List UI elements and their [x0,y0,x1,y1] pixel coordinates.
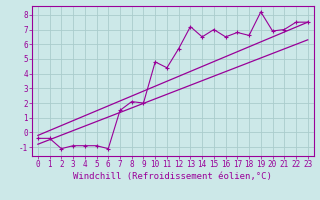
X-axis label: Windchill (Refroidissement éolien,°C): Windchill (Refroidissement éolien,°C) [73,172,272,181]
